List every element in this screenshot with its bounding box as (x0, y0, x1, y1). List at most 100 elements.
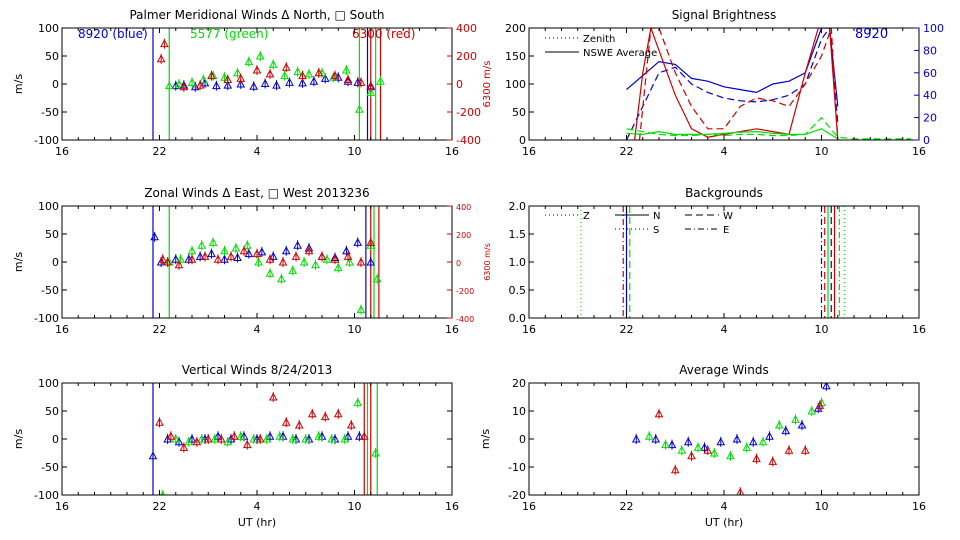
vertical-point-green (210, 434, 220, 443)
meridional-y2tick-label: 400 (456, 22, 477, 35)
vertical-title: Vertical Winds 8/24/2013 (182, 363, 333, 377)
backgrounds-legend-label: Z (583, 211, 590, 222)
vertical-point-green (223, 437, 233, 446)
average-xtick-label: 16 (522, 500, 536, 513)
vertical-ytick-label: 0 (52, 433, 59, 446)
vertical-ylabel: m/s (12, 429, 25, 449)
average-title: Average Winds (679, 363, 769, 377)
backgrounds-legend-label: W (723, 211, 733, 222)
zonal-point-red (356, 257, 366, 266)
meridional-ylabel: m/s (12, 74, 25, 94)
zonal-data (150, 206, 382, 318)
annot-instrument: 8920 (855, 27, 888, 42)
zonal-y2tick-label: 0 (456, 259, 461, 268)
average-point-red (703, 445, 713, 454)
zonal-point-red (304, 246, 314, 255)
backgrounds-xtick-label: 22 (620, 323, 634, 336)
average-point-red (815, 400, 825, 409)
average-point-green (791, 414, 800, 423)
vertical-point-red (307, 409, 317, 418)
average-ytick-label: 10 (512, 405, 526, 418)
zonal-point-red (239, 246, 249, 255)
backgrounds-legend-label: N (653, 211, 660, 222)
backgrounds-ytick-label: 0.0 (509, 312, 527, 325)
meridional-ytick-label: 100 (38, 22, 59, 35)
meridional-point-green (293, 67, 302, 76)
vertical-point-red (229, 431, 239, 440)
zonal-point-red (265, 254, 275, 263)
brightness-ytick-label: 100 (505, 78, 526, 91)
average-point-green (742, 442, 752, 451)
meridional-xtick-label: 4 (254, 145, 261, 158)
vertical-point-red (155, 417, 164, 426)
zonal-point-red (278, 257, 288, 266)
meridional-point-green (187, 77, 197, 86)
average-xtick-label: 22 (620, 500, 634, 513)
meridional-point-blue (249, 81, 259, 90)
vertical-point-green (288, 434, 298, 443)
vertical-point-green (314, 431, 324, 440)
meridional-ytick-label: -50 (41, 106, 59, 119)
vertical-point-green (184, 437, 194, 446)
brightness-y2tick-label: 60 (923, 67, 937, 80)
meridional-title: Palmer Meridional Winds Δ North, □ South (129, 8, 384, 22)
brightness-ytick-label: 150 (505, 50, 526, 63)
annot-green: 5577 (green) (190, 27, 268, 41)
backgrounds-ytick-label: 1.0 (509, 256, 527, 269)
meridional-point-green (233, 68, 242, 77)
annot-red: 6300 (red) (352, 27, 415, 41)
vertical-point-blue (265, 431, 275, 440)
vertical-point-blue (148, 451, 158, 460)
average-point-green (644, 431, 654, 440)
average-point-green (661, 440, 670, 449)
meridional-point-green (244, 57, 254, 66)
zonal-point-green (254, 257, 263, 266)
brightness-series-green-dashed (626, 116, 911, 140)
brightness-y2tick-label: 100 (923, 22, 944, 35)
zonal-point-red (158, 254, 168, 263)
vertical-ytick-label: -50 (41, 461, 59, 474)
average-point-green (693, 442, 703, 451)
zonal-point-green (372, 274, 382, 283)
zonal-point-green (311, 260, 320, 269)
backgrounds-ytick-label: 2.0 (509, 200, 527, 213)
meridional-point-green (268, 59, 278, 68)
vertical-point-red (242, 440, 252, 449)
average-panel: Average Winds 16 22 4 10 16 20 10 0 -10 -20 m/s UT (… (479, 363, 926, 529)
meridional-xtick-label: 10 (348, 145, 362, 158)
vertical-point-red (203, 434, 213, 443)
vertical-point-red (255, 434, 265, 443)
vertical-point-red (216, 434, 226, 443)
meridional-y2label: 6300 m/s (482, 61, 493, 108)
zonal-point-blue (220, 254, 229, 263)
meridional-ytick-label: 0 (52, 78, 59, 91)
meridional-point-red (314, 68, 324, 77)
zonal-point-blue (366, 257, 376, 266)
meridional-point-red (252, 65, 262, 74)
meridional-point-blue (285, 77, 294, 86)
zonal-point-green (345, 257, 354, 266)
zonal-point-red (330, 254, 340, 263)
vertical-point-blue (343, 431, 353, 440)
zonal-point-green (277, 274, 286, 283)
average-point-green (677, 445, 687, 454)
backgrounds-ytick-label: 0.5 (509, 284, 527, 297)
average-point-blue (748, 437, 758, 446)
zonal-point-red (200, 251, 210, 260)
vertical-point-green (275, 431, 285, 440)
meridional-y2tick-label: -400 (456, 134, 481, 147)
average-point-blue (683, 437, 693, 446)
meridional-panel: Palmer Meridional Winds Δ North, □ South… (12, 8, 493, 158)
average-xtick-label: 10 (815, 500, 829, 513)
average-ytick-label: -20 (508, 489, 526, 502)
zonal-y2label: 6300 m/s (483, 243, 492, 281)
average-point-blue (765, 431, 774, 440)
meridional-point-red (265, 69, 275, 78)
average-point-red (784, 445, 794, 454)
meridional-point-green (280, 71, 289, 80)
backgrounds-xtick-label: 16 (522, 323, 536, 336)
meridional-point-red (207, 71, 216, 80)
vertical-xtick-label: 16 (445, 500, 459, 513)
meridional-point-green (199, 74, 208, 84)
brightness-data (625, 28, 911, 140)
